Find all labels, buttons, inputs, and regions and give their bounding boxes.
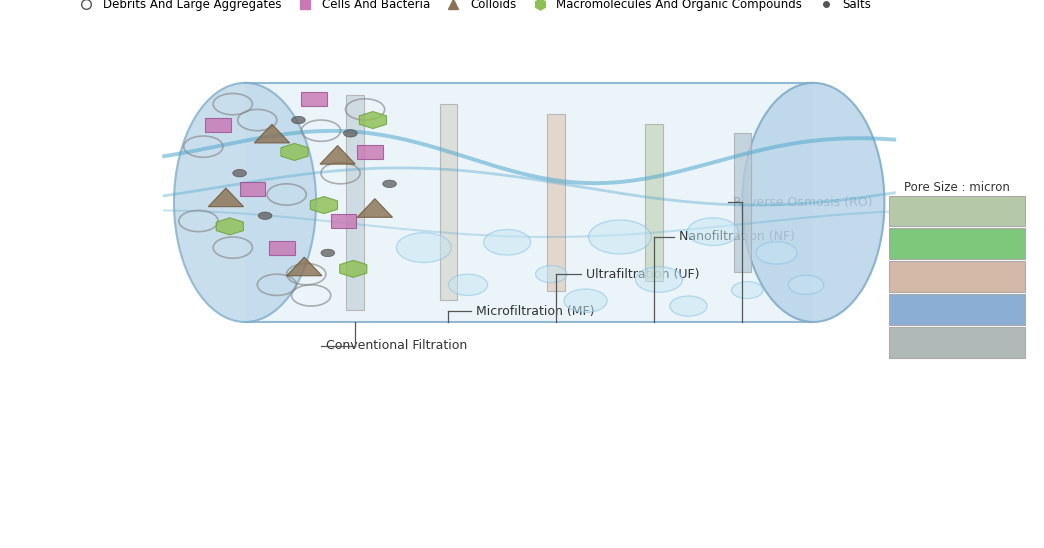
Circle shape — [397, 233, 451, 262]
Bar — [240, 182, 265, 196]
Circle shape — [636, 267, 683, 292]
Bar — [889, 229, 1024, 259]
Text: Microfiltration (MF): Microfiltration (MF) — [476, 305, 594, 318]
Circle shape — [483, 230, 530, 255]
Circle shape — [291, 116, 305, 124]
Circle shape — [788, 275, 824, 294]
Polygon shape — [319, 146, 355, 164]
Circle shape — [383, 180, 397, 187]
Text: Ultrafiltration (UF): Ultrafiltration (UF) — [586, 267, 699, 281]
Text: 0.001 - 0.01: 0.001 - 0.01 — [919, 237, 995, 250]
Legend: Debrits And Large Aggregates, Cells And Bacteria, Colloids, Macromolecules And O: Debrits And Large Aggregates, Cells And … — [74, 0, 871, 12]
Circle shape — [589, 220, 651, 254]
Polygon shape — [359, 112, 386, 129]
Circle shape — [321, 249, 335, 256]
Bar — [889, 294, 1024, 325]
Text: 0.01 - 0.1: 0.01 - 0.1 — [927, 270, 987, 283]
Text: Nanofiltration (NF): Nanofiltration (NF) — [679, 231, 794, 243]
Circle shape — [756, 242, 798, 264]
Circle shape — [536, 266, 567, 283]
Bar — [734, 133, 751, 272]
Polygon shape — [339, 260, 366, 277]
Bar — [245, 83, 813, 322]
Polygon shape — [357, 199, 393, 218]
Polygon shape — [281, 144, 308, 161]
Bar — [645, 123, 663, 281]
Polygon shape — [310, 197, 337, 214]
Text: Pore Size : micron: Pore Size : micron — [904, 181, 1010, 195]
Circle shape — [343, 130, 357, 137]
Circle shape — [732, 282, 763, 299]
Circle shape — [670, 296, 707, 316]
Text: Conventional Filtration: Conventional Filtration — [326, 339, 467, 352]
Bar — [302, 92, 327, 106]
Bar — [440, 104, 457, 300]
Ellipse shape — [174, 83, 316, 322]
Circle shape — [258, 212, 272, 219]
Bar — [889, 196, 1024, 226]
Text: Reverse Osmosis (RO): Reverse Osmosis (RO) — [733, 196, 872, 209]
Bar — [269, 241, 294, 254]
Bar — [889, 327, 1024, 358]
Bar — [347, 95, 364, 310]
Bar — [889, 261, 1024, 292]
Circle shape — [233, 169, 246, 177]
Polygon shape — [208, 188, 243, 207]
Text: <0.001: <0.001 — [933, 204, 980, 218]
Circle shape — [564, 289, 608, 312]
Polygon shape — [287, 257, 322, 276]
Circle shape — [687, 218, 738, 246]
Ellipse shape — [742, 83, 884, 322]
Text: 0.1 - 5: 0.1 - 5 — [936, 303, 977, 316]
Circle shape — [448, 274, 488, 295]
Bar — [547, 114, 565, 291]
Bar — [357, 145, 383, 159]
Text: 10 -100: 10 -100 — [933, 336, 981, 349]
Bar — [206, 118, 231, 132]
Polygon shape — [216, 218, 243, 235]
Bar — [331, 214, 356, 228]
Polygon shape — [255, 124, 289, 143]
